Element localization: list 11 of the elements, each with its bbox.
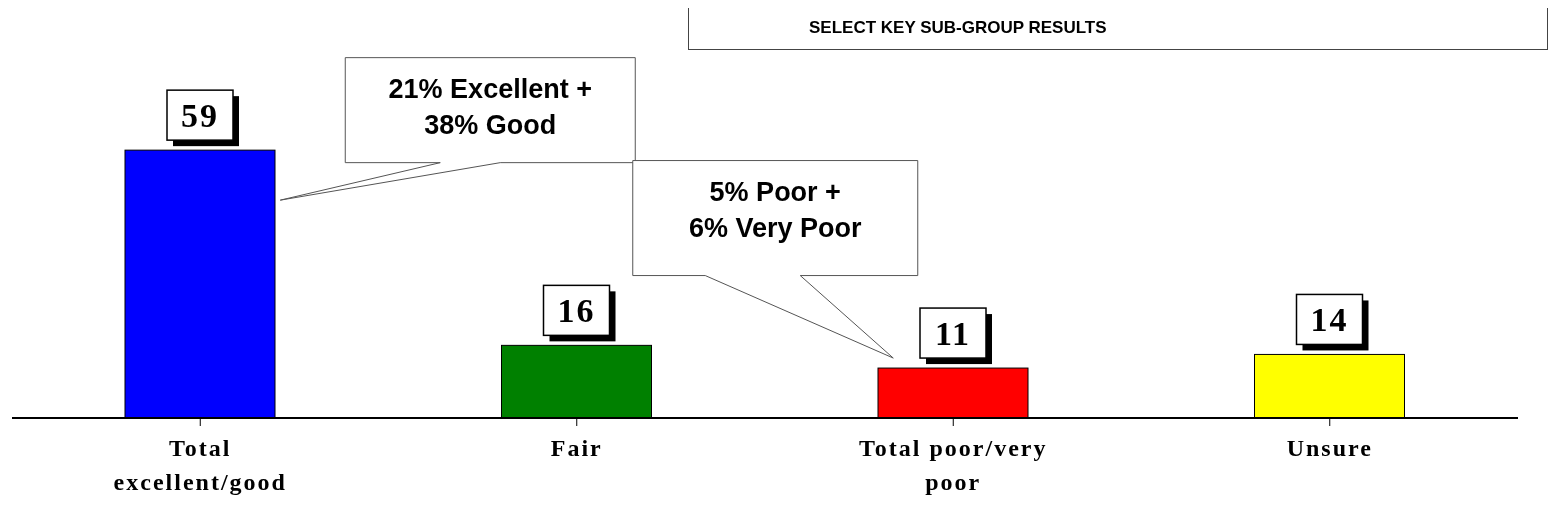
chart-title: SELECT KEY SUB-GROUP RESULTS	[688, 8, 1548, 50]
text: 21% Excellent + 38% Good	[388, 73, 592, 140]
x-tick-label: Total poor/very poor	[859, 435, 1048, 495]
annotation: 5% Poor + 6% Very Poor	[688, 176, 863, 243]
data-label: 14	[1310, 300, 1349, 338]
data-label: 11	[934, 314, 972, 352]
data-label: 16	[557, 291, 596, 329]
x-tick-label: Unsure	[1286, 435, 1373, 461]
data-label: 59	[181, 96, 219, 134]
x-tick-label: Fair	[550, 435, 603, 461]
x-tick-label: Total excellent/good	[113, 435, 287, 495]
